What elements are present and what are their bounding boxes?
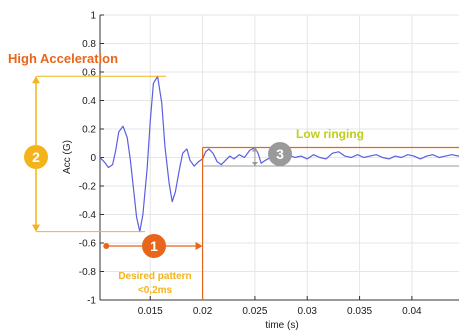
desired-pattern-label: Desired pattern [118, 271, 191, 282]
y-tick-label: -1 [87, 296, 96, 307]
x-tick-label: 0.03 [298, 306, 318, 317]
y-tick-label: -0.2 [79, 182, 97, 193]
amplitude-arrowhead-up [32, 76, 40, 84]
x-tick-label: 0.015 [138, 306, 163, 317]
badge-1-number: 1 [150, 238, 158, 254]
desired-pattern-duration: <0,2ms [138, 285, 173, 296]
y-tick-label: 0 [90, 153, 96, 164]
badge-2-circle [24, 145, 48, 169]
y-tick-label: -0.4 [79, 210, 97, 221]
y-tick-label: 0.2 [82, 125, 96, 136]
badge-3-number: 3 [276, 146, 284, 162]
ringing-arrowhead-up [251, 147, 258, 152]
y-tick-label: -0.8 [79, 267, 97, 278]
x-tick-labels: 0.015 0.02 0.025 0.03 0.035 0.04 [138, 306, 422, 317]
y-tick-label: 0.6 [82, 68, 96, 79]
duration-arrowhead [195, 242, 203, 250]
x-tick-label: 0.04 [402, 306, 422, 317]
badge-2-number: 2 [32, 149, 40, 165]
x-tick-label: 0.035 [347, 306, 372, 317]
y-tick-label: 1 [90, 11, 96, 22]
badge-1-circle [142, 234, 166, 258]
low-ringing-label: Low ringing [296, 127, 364, 141]
badge-3-circle [268, 142, 292, 166]
annotations [32, 75, 459, 300]
y-tick-labels: 1 0.8 0.6 0.4 0.2 0 -0.2 -0.4 -0.6 -0.8 -1 [79, 11, 97, 307]
series-line [99, 75, 459, 233]
x-axis-title: time (s) [265, 320, 298, 331]
y-tick-label: 0.8 [82, 39, 96, 50]
amplitude-arrowhead-down [32, 224, 40, 232]
x-tick-label: 0.025 [242, 306, 267, 317]
y-axis-title: Acc (G) [62, 140, 73, 174]
series-layer [99, 75, 459, 233]
ringing-arrowhead-down [251, 162, 258, 167]
high-acceleration-label: High Acceleration [8, 51, 118, 66]
y-tick-label: -0.6 [79, 239, 97, 250]
x-tick-label: 0.02 [193, 306, 213, 317]
y-tick-label: 0.4 [82, 96, 96, 107]
